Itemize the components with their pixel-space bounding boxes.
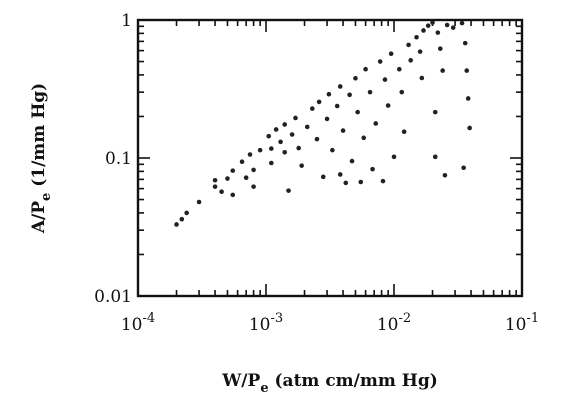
data-point	[358, 179, 364, 185]
plot-frame	[136, 18, 524, 298]
data-point	[419, 75, 425, 81]
y-tick-label: 0.1	[105, 149, 132, 169]
data-point	[444, 22, 450, 28]
data-point	[340, 128, 346, 133]
x-tick-label: 10-1	[505, 311, 539, 335]
data-point	[266, 133, 272, 139]
data-point	[380, 178, 386, 184]
data-point	[432, 109, 438, 115]
x-tick-labels: 10-4 10-3 10-2 10-1	[121, 311, 539, 335]
data-point	[414, 34, 419, 40]
data-point	[367, 89, 373, 95]
data-point	[459, 20, 465, 26]
data-point	[179, 216, 185, 222]
data-point	[212, 184, 218, 189]
data-point	[273, 127, 279, 132]
data-point	[251, 184, 256, 189]
data-point	[385, 103, 391, 108]
data-point	[278, 139, 283, 145]
data-point	[406, 42, 411, 48]
data-point	[373, 121, 379, 126]
data-point	[461, 165, 466, 171]
x-tick-label: 10-3	[249, 311, 283, 335]
data-point	[196, 199, 202, 205]
data-point	[440, 68, 445, 73]
data-point	[282, 122, 288, 127]
data-point	[467, 125, 472, 131]
data-point	[388, 51, 394, 56]
data-point	[462, 40, 468, 46]
data-point	[230, 192, 236, 198]
data-point	[417, 49, 423, 54]
data-point	[243, 175, 249, 180]
data-point	[435, 30, 441, 35]
data-point	[337, 172, 343, 177]
data-point	[316, 99, 322, 105]
x-axis-label: W/Pe (atm cm/mm Hg)	[221, 371, 438, 396]
data-point	[212, 177, 218, 183]
data-point	[450, 25, 456, 30]
data-point	[330, 147, 335, 153]
data-point	[408, 58, 413, 63]
data-point	[239, 159, 245, 165]
data-point	[225, 176, 230, 181]
data-point	[396, 66, 402, 72]
data-point	[251, 167, 256, 173]
x-tick-label: 10-2	[377, 311, 411, 335]
data-point	[355, 109, 360, 115]
data-point	[382, 77, 388, 82]
data-point	[324, 116, 330, 122]
data-point	[219, 189, 224, 194]
data-point	[293, 115, 298, 121]
data-point	[347, 92, 352, 98]
data-point	[334, 103, 340, 109]
data-point	[286, 188, 291, 193]
data-point	[320, 174, 326, 180]
data-point	[268, 146, 274, 151]
data-point	[310, 106, 315, 111]
data-point	[296, 145, 301, 151]
data-point	[304, 124, 310, 130]
data-point	[425, 23, 431, 28]
data-point	[314, 136, 320, 142]
data-point	[361, 135, 367, 141]
data-point	[370, 166, 375, 172]
data-point	[391, 154, 397, 160]
data-point	[432, 154, 438, 160]
data-point	[289, 132, 295, 137]
data-point	[230, 168, 236, 173]
data-point	[421, 28, 426, 33]
data-point	[257, 147, 263, 153]
data-point	[326, 91, 332, 97]
data-point	[299, 163, 304, 168]
x-tick-label: 10-4	[121, 311, 155, 335]
data-point	[349, 158, 355, 164]
data-point	[353, 76, 358, 81]
y-axis-label: A/Pe (1/mm Hg)	[29, 83, 54, 234]
data-point	[377, 59, 383, 64]
data-point	[464, 68, 470, 73]
data-point	[438, 46, 443, 51]
data-point	[465, 96, 471, 101]
axis-ticks	[137, 20, 522, 297]
data-point	[399, 89, 405, 95]
y-tick-labels: 0.01 0.1 1	[94, 11, 132, 307]
data-point	[247, 152, 253, 157]
data-point	[442, 172, 448, 178]
data-point	[174, 222, 179, 227]
data-point	[282, 149, 288, 155]
data-point	[430, 20, 435, 25]
data-points	[174, 20, 472, 227]
data-point	[268, 160, 274, 166]
data-point	[184, 210, 189, 216]
data-point	[343, 180, 349, 186]
y-tick-label: 0.01	[94, 287, 132, 307]
data-point	[337, 84, 343, 89]
data-point	[363, 66, 368, 72]
data-point	[401, 129, 407, 135]
y-tick-label: 1	[121, 11, 132, 31]
